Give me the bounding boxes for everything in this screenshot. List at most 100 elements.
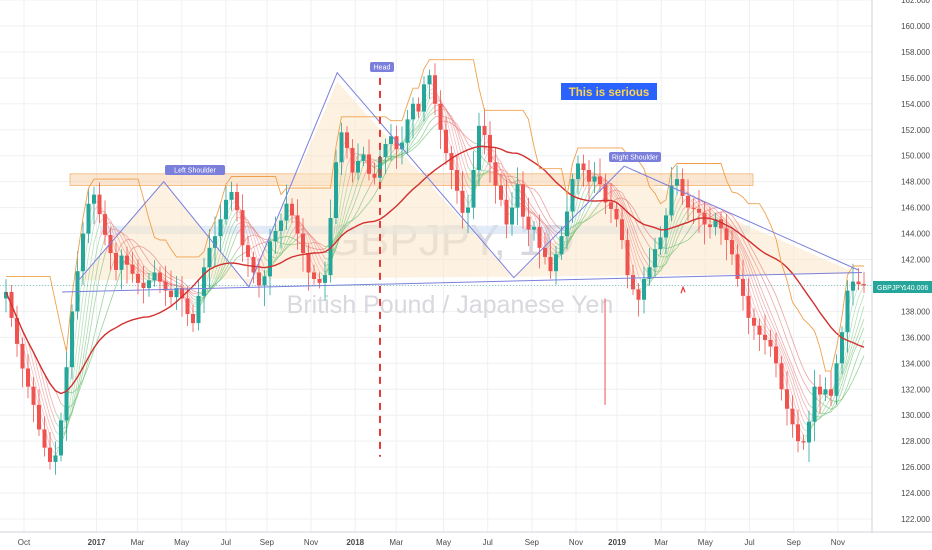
ribbon-segment (539, 195, 546, 207)
ribbon-segment (671, 222, 678, 240)
candle-body (290, 203, 294, 216)
candle-body (438, 103, 443, 130)
ribbon-segment (99, 237, 106, 257)
ribbon-segment (841, 385, 848, 400)
ribbon-segment (819, 413, 826, 418)
ribbon-segment (49, 416, 56, 432)
ribbon-segment (253, 243, 260, 248)
ribbon-segment (495, 155, 502, 162)
ribbon-segment (759, 263, 766, 275)
ribbon-segment (82, 301, 89, 344)
candle-body (356, 160, 360, 173)
candle-body (246, 245, 250, 257)
ribbon-segment (841, 345, 848, 371)
ribbon-segment (594, 173, 601, 176)
ribbon-segment (792, 378, 799, 396)
ribbon-segment (313, 248, 320, 250)
candle-body (724, 228, 729, 241)
candle-body (532, 227, 536, 230)
candle-body (493, 162, 498, 186)
ribbon-segment (126, 248, 133, 257)
ribbon-segment (753, 312, 760, 327)
price-axis[interactable]: 162.000 160.000 158.000 156.000 154.000 152.0… (871, 0, 932, 550)
ribbon-segment (115, 242, 122, 254)
ribbon-segment (616, 203, 623, 218)
ribbon-segment (126, 240, 133, 253)
ribbon-segment (231, 233, 238, 248)
ribbon-segment (550, 226, 557, 233)
ribbon-segment (231, 257, 238, 266)
ribbon-segment (544, 206, 551, 218)
ribbon-segment (632, 224, 639, 241)
ribbon-segment (203, 291, 210, 298)
candle-body (598, 176, 602, 185)
ribbon-segment (38, 363, 45, 386)
ribbon-segment (236, 253, 243, 259)
candle-body (103, 214, 107, 235)
ribbon-segment (643, 251, 650, 261)
candle-body (411, 103, 415, 120)
ribbon-segment (759, 284, 766, 299)
candle-body (64, 367, 69, 421)
ribbon-segment (671, 204, 678, 223)
candle-body (664, 215, 668, 238)
candle-body (515, 184, 520, 208)
ribbon-segment (528, 206, 535, 214)
candle-body (213, 236, 217, 248)
ribbon-segment (280, 242, 287, 245)
ribbon-segment (632, 207, 639, 218)
ribbon-segment (445, 115, 452, 140)
ribbon-segment (66, 413, 73, 427)
candle-body (444, 129, 448, 154)
ribbon-segment (704, 209, 711, 213)
ribbon-segment (522, 180, 529, 188)
price-tick-label: 160.000 (901, 22, 930, 31)
ribbon-segment (858, 355, 865, 369)
candle-body (174, 288, 179, 298)
ribbon-segment (71, 342, 78, 389)
ribbon-segment (797, 368, 804, 382)
ribbon-segment (88, 263, 95, 302)
ribbon-segment (764, 333, 771, 341)
ribbon-segment (599, 206, 606, 212)
candle-body (449, 153, 454, 170)
ribbon-segment (280, 224, 287, 243)
candle-body (686, 195, 690, 208)
ribbon-segment (797, 415, 804, 430)
ribbon-segment (110, 222, 117, 229)
ribbon-segment (506, 171, 513, 186)
ribbon-segment (423, 115, 430, 125)
donchian-line (6, 59, 864, 372)
ribbon-segment (517, 179, 524, 182)
ribbon-segment (82, 323, 89, 361)
candle-body (680, 179, 685, 196)
ribbon-segment (137, 255, 144, 266)
time-tick-label: May (698, 538, 713, 547)
ribbon-segment (429, 105, 436, 113)
ribbon-segment (308, 246, 315, 250)
ribbon-segment (341, 187, 348, 215)
ribbon-segment (478, 173, 485, 180)
candle-body (752, 317, 756, 326)
ribbon-segment (660, 242, 667, 259)
candle-body (251, 256, 256, 273)
ribbon-segment (539, 216, 546, 225)
price-tick-label: 128.000 (901, 437, 930, 446)
time-axis[interactable]: Oct 2017 Mar May Jul Sep Nov 2018 Mar May Jul Sep No… (0, 531, 932, 550)
ribbon-segment (577, 191, 584, 210)
candle-body (42, 429, 47, 448)
price-axis-bg (872, 0, 932, 550)
ribbon-segment (368, 194, 375, 203)
ribbon-segment (775, 325, 782, 340)
ribbon-segment (610, 187, 617, 196)
ribbon-segment (742, 238, 749, 251)
ribbon-segment (808, 379, 815, 386)
ribbon-segment (671, 244, 678, 248)
candle-body (383, 144, 388, 158)
candle-body (730, 240, 734, 255)
candle-body (499, 185, 503, 200)
ribbon-segment (280, 234, 287, 252)
ribbon-segment (737, 250, 744, 268)
